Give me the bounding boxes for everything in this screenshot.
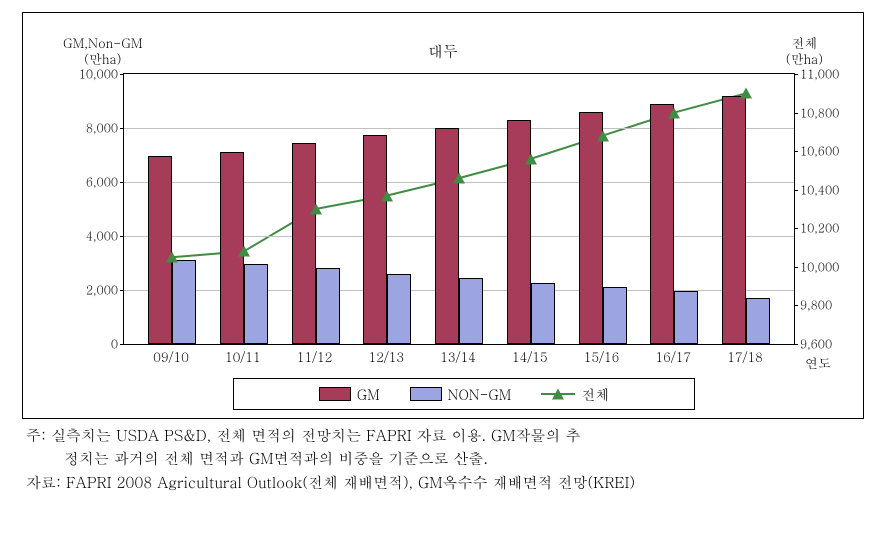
note-line-2: 정치는 과거의 전체 면적과 GM면적과의 비중을 기준으로 산출. [26,447,858,470]
bar-group [429,74,489,344]
y-left-tick: 4,000 [58,228,118,245]
marker-total [381,190,393,201]
legend-label-total: 전체 [581,384,609,404]
y-right-tick: 10,000 [800,258,860,275]
notes: 주: 실측치는 USDA PS&D, 전체 면적의 전망치는 FAPRI 자료 … [26,424,858,494]
bar-nongm [459,278,483,344]
note-line-3: 자료: FAPRI 2008 Agricultural Outlook(전체 재… [26,471,858,494]
bar-nongm [674,291,698,344]
bar-gm [435,128,459,344]
note-line-1: 주: 실측치는 USDA PS&D, 전체 면적의 전망치는 FAPRI 자료 … [26,424,858,447]
y-left-tick: 10,000 [58,66,118,83]
x-category: 16/17 [655,347,691,366]
y-left-tick: 0 [58,336,118,353]
marker-total [740,88,752,99]
marker-total [597,130,609,141]
bar-group [501,74,561,344]
legend-swatch-total [541,387,575,401]
bar-group [716,74,776,344]
legend-swatch-gm [319,387,351,401]
bar-group [357,74,417,344]
bar-nongm [172,260,196,344]
y-right-tick: 10,800 [800,104,860,121]
legend-item-nongm: NON-GM [410,384,512,404]
bar-gm [579,112,603,344]
y-right-tick: 10,200 [800,220,860,237]
x-category: 11/12 [297,347,333,366]
y-left-tick: 2,000 [58,282,118,299]
legend-label-nongm: NON-GM [448,384,512,404]
bar-group [142,74,202,344]
x-category: 14/15 [512,347,548,366]
marker-total [668,107,680,118]
bar-nongm [746,298,770,344]
y-left-tick: 8,000 [58,120,118,137]
x-category: 10/11 [225,347,261,366]
bar-nongm [387,274,411,344]
legend-label-gm: GM [357,384,380,404]
marker-total [310,204,322,215]
y-right-tick: 10,400 [800,181,860,198]
marker-total [453,173,465,184]
y-right-axis-label: 전체 (만ha) [786,35,823,66]
y-right-tick: 10,600 [800,143,860,160]
y-right-tick: 9,800 [800,297,860,314]
bar-gm [292,143,316,344]
legend-item-total: 전체 [541,384,609,404]
bar-group [214,74,274,344]
bar-group [573,74,633,344]
x-category: 17/18 [727,347,763,366]
bar-gm [148,156,172,344]
bar-gm [722,96,746,344]
legend: GM NON-GM 전체 [233,378,695,410]
x-category: 13/14 [440,347,476,366]
y-right-tick: 11,000 [800,66,860,83]
marker-total [238,246,250,257]
chart-frame: GM,Non-GM (만ha) 대두 전체 (만ha) 연도 02,0004,0… [22,12,864,419]
bar-gm [363,135,387,344]
bar-nongm [316,268,340,344]
marker-total [525,153,537,164]
x-axis-label: 연도 [805,353,831,372]
bar-nongm [244,264,268,344]
y-left-tick: 6,000 [58,174,118,191]
bar-nongm [531,283,555,344]
y-right-tick: 9,600 [800,336,860,353]
x-category: 15/16 [584,347,620,366]
x-category: 12/13 [368,347,404,366]
x-category: 09/10 [153,347,189,366]
legend-swatch-nongm [410,387,442,401]
legend-item-gm: GM [319,384,380,404]
chart-title: 대두 [23,41,863,62]
bar-nongm [603,287,627,344]
plot-area: 02,0004,0006,0008,00010,0009,6009,80010,… [123,73,795,345]
bar-gm [650,104,674,344]
marker-total [166,252,178,263]
